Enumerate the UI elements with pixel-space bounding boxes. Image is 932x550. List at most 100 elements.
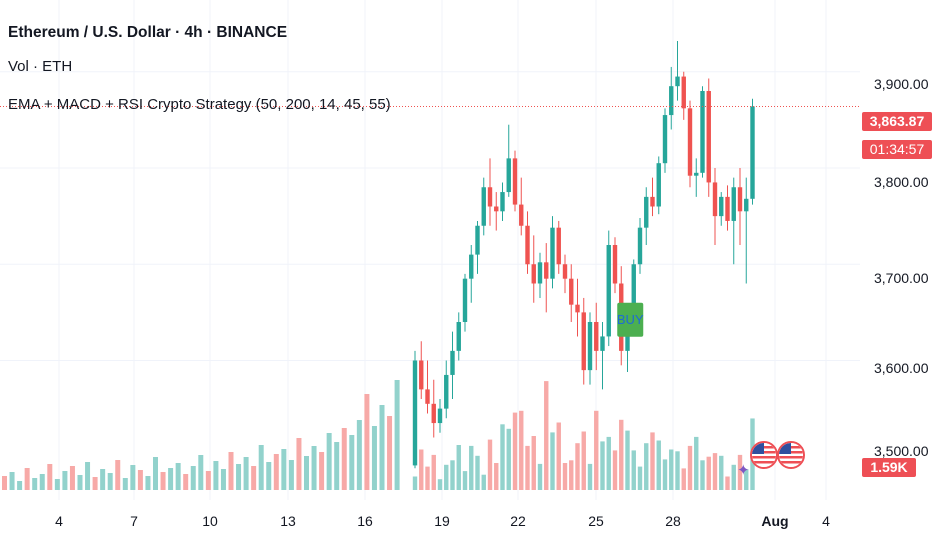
volume-bar: [137, 470, 143, 490]
volume-bar: [519, 410, 524, 490]
us-economic-event-icon[interactable]: [777, 441, 805, 469]
candle-body: [644, 196, 649, 228]
candle-body: [575, 304, 580, 313]
volume-bar: [737, 454, 743, 490]
volume-bar: [475, 455, 480, 490]
volume-bar: [266, 462, 272, 490]
volume-bar: [168, 468, 174, 490]
candle-body: [700, 91, 705, 173]
time-tick-month: Aug: [761, 513, 789, 529]
candle-body: [550, 227, 555, 279]
candle-body: [531, 264, 536, 284]
buy-signal-label: BUY: [617, 312, 644, 327]
volume-bar: [379, 405, 385, 490]
volume-bar: [77, 475, 83, 490]
volume-bar: [205, 471, 211, 490]
us-economic-event-icon[interactable]: [750, 441, 778, 469]
candle-body: [662, 115, 668, 164]
candle-body: [537, 262, 543, 284]
volume-bar: [575, 443, 580, 490]
volume-bar: [656, 440, 661, 490]
price-tick: 3,600.00: [874, 360, 929, 376]
volume-bar: [115, 460, 121, 490]
time-axis[interactable]: 4 7 10 13 16 19 22 25 28 Aug 4: [0, 500, 860, 550]
candle-body: [737, 187, 743, 212]
volume-bar: [731, 464, 736, 490]
time-tick: 13: [280, 513, 296, 529]
candle-body: [569, 278, 574, 305]
volume-bar: [198, 455, 204, 490]
volume-bar: [243, 457, 249, 490]
candle-body: [650, 196, 655, 207]
volume-bar: [213, 461, 219, 490]
volume-bar: [650, 432, 655, 490]
candle-body: [556, 227, 561, 265]
volume-bar: [356, 420, 362, 490]
volume-bar: [631, 450, 636, 490]
volume-bar: [706, 456, 711, 490]
volume-bar: [544, 381, 549, 490]
volume-bar: [69, 466, 75, 490]
volume-bar: [425, 466, 430, 490]
volume-bar: [612, 450, 618, 490]
bar-countdown-badge: 01:34:57: [862, 140, 932, 159]
volume-bar: [581, 431, 586, 490]
volume-bar: [32, 478, 38, 490]
candle-body: [687, 108, 693, 176]
time-tick: 25: [588, 513, 604, 529]
volume-bar: [562, 463, 568, 490]
volume-indicator-label[interactable]: Vol · ETH: [8, 58, 73, 75]
volume-bar: [694, 436, 699, 490]
volume-bar: [569, 460, 574, 490]
candle-body: [712, 182, 718, 217]
volume-bar: [456, 445, 461, 490]
volume-bar: [92, 477, 98, 490]
volume-bar: [24, 468, 30, 490]
candle-body: [525, 225, 530, 265]
chart-area[interactable]: BUY: [0, 0, 860, 500]
sparkle-icon[interactable]: ✦: [737, 462, 750, 479]
volume-bar: [54, 479, 60, 490]
candle-body: [562, 264, 568, 279]
volume-bar: [419, 449, 424, 490]
volume-bar: [719, 455, 724, 490]
volume-bar: [394, 380, 400, 490]
candle-body: [594, 322, 599, 351]
candle-body: [731, 187, 736, 221]
candle-body: [425, 389, 430, 404]
volume-bar: [183, 474, 189, 490]
volume-bar: [669, 449, 674, 490]
candle-body: [500, 192, 505, 212]
candle-body: [612, 245, 618, 284]
volume-bar: [525, 445, 530, 490]
volume-bar: [220, 469, 226, 490]
volume-bar: [326, 433, 332, 490]
volume-bar: [153, 457, 158, 490]
symbol-title[interactable]: Ethereum / U.S. Dollar · 4h · BINANCE: [8, 24, 288, 41]
price-tick: 3,800.00: [874, 174, 929, 190]
candlestick-chart[interactable]: BUY: [0, 0, 860, 500]
volume-bar: [431, 454, 436, 490]
price-axis[interactable]: 3,900.00 3,800.00 3,700.00 3,600.00 3,50…: [860, 0, 932, 500]
candle-body: [469, 254, 474, 279]
volume-bar: [594, 410, 599, 490]
volume-bar: [273, 454, 279, 490]
volume-bar: [637, 466, 643, 490]
volume-bar: [371, 426, 377, 490]
volume-bar: [681, 468, 686, 490]
volume-bar: [619, 419, 624, 490]
volume-bar: [675, 451, 680, 490]
candle-body: [631, 264, 636, 322]
volume-bar: [145, 476, 151, 490]
candle-body: [750, 106, 755, 199]
strategy-indicator-label[interactable]: EMA + MACD + RSI Crypto Strategy (50, 20…: [8, 96, 391, 113]
volume-bar: [122, 478, 128, 490]
time-tick: 7: [130, 513, 138, 529]
volume-bar: [550, 432, 555, 490]
candle-body: [544, 262, 549, 279]
candle-body: [637, 227, 643, 265]
volume-bar: [512, 412, 518, 490]
volume-bar: [444, 464, 449, 490]
volume-bar: [251, 466, 257, 490]
time-tick: 10: [202, 513, 218, 529]
